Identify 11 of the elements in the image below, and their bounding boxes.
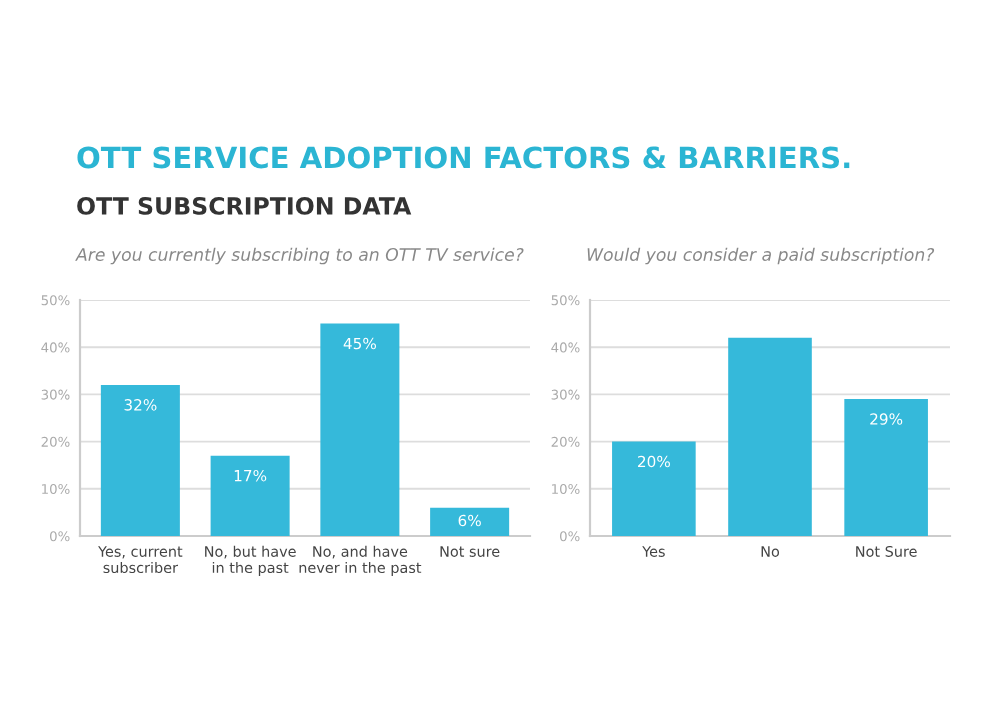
bar	[100, 384, 180, 536]
chart-title: OTT SERVICE ADOPTION FACTORS & BARRIERS.	[77, 146, 850, 169]
bar	[612, 441, 696, 536]
bar	[844, 399, 928, 536]
bar	[728, 337, 812, 536]
bar	[430, 507, 510, 536]
bar	[320, 323, 400, 536]
text: Are you currently subscribing to an OTT TV service?	[75, 247, 524, 265]
bar	[210, 455, 290, 536]
chart-subtitle: OTT SUBSCRIPTION DATA	[77, 196, 412, 215]
text: Would you consider a paid subscription?	[587, 247, 935, 265]
